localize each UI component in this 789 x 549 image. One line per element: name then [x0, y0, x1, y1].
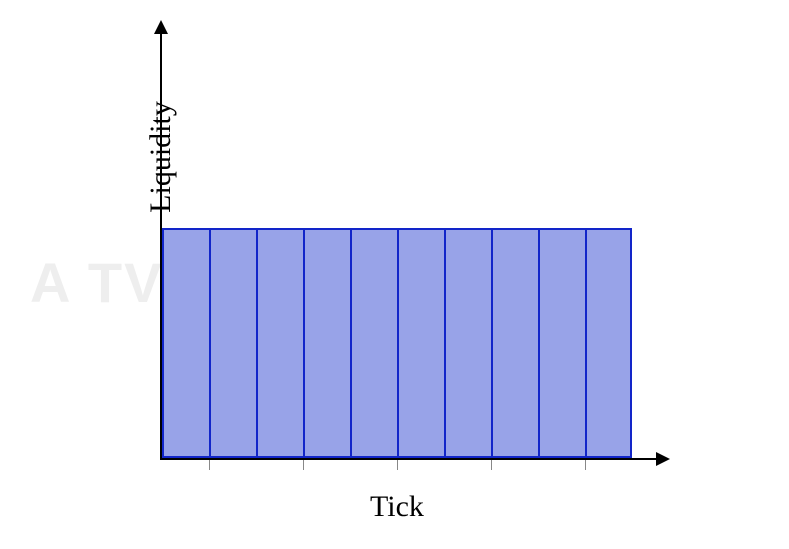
x-tick	[303, 460, 304, 470]
x-axis-arrow-icon	[656, 452, 670, 466]
bar	[162, 228, 209, 458]
x-tick	[209, 460, 210, 470]
x-tick	[491, 460, 492, 470]
chart-container: A TVENTURES Liquidity Tick	[0, 0, 789, 549]
bar	[538, 228, 585, 458]
bar	[397, 228, 444, 458]
bars-group	[162, 228, 632, 458]
bar	[444, 228, 491, 458]
bar	[303, 228, 350, 458]
bar	[491, 228, 538, 458]
x-axis-label: Tick	[370, 490, 424, 524]
bar	[350, 228, 397, 458]
bar	[256, 228, 303, 458]
bar	[209, 228, 256, 458]
x-tick	[585, 460, 586, 470]
plot-area	[160, 30, 660, 460]
bar	[585, 228, 632, 458]
y-axis-arrow-icon	[154, 20, 168, 34]
y-axis-label: Liquidity	[144, 101, 178, 213]
x-tick	[397, 460, 398, 470]
